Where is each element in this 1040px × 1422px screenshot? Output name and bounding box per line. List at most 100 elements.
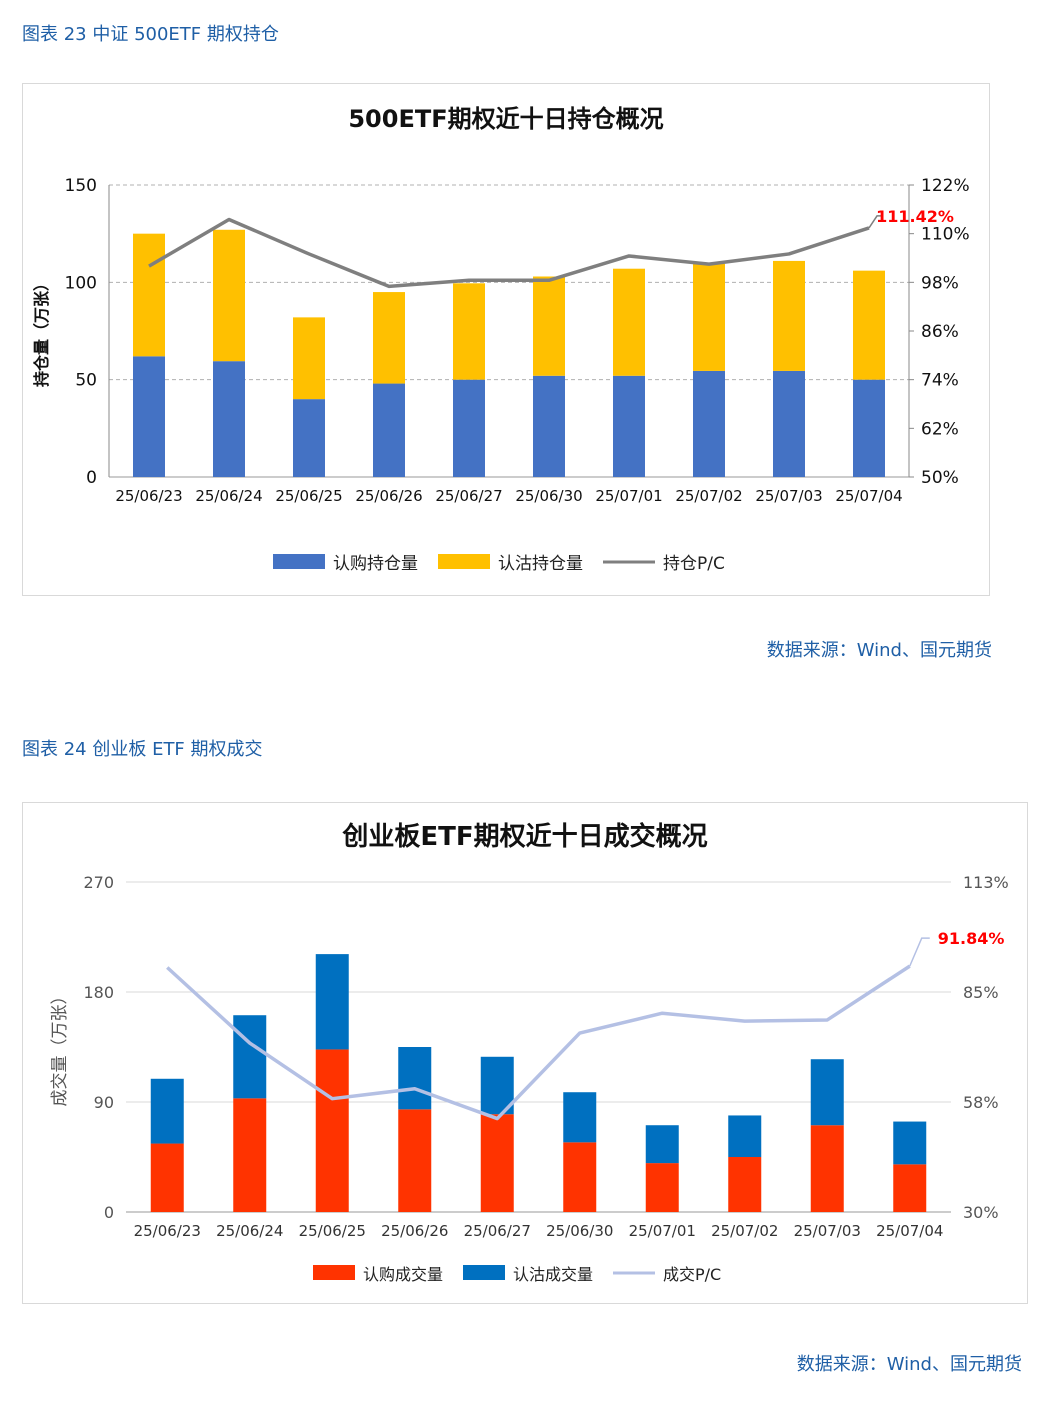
y2-tick-label: 74%	[921, 371, 959, 391]
bar-top-segment	[480, 1056, 514, 1115]
legend-label: 认沽持仓量	[498, 554, 583, 574]
y2-tick-label: 98%	[921, 273, 959, 293]
annotation-leader	[868, 215, 883, 229]
figure-caption-1: 图表 23 中证 500ETF 期权持仓	[22, 24, 279, 45]
y2-tick-label: 85%	[963, 983, 999, 1002]
x-tick-label: 25/06/25	[299, 1222, 366, 1240]
legend-label: 成交P/C	[663, 1265, 721, 1284]
y2-tick-label: 110%	[921, 225, 970, 245]
chart-1: 500ETF期权近十日持仓概况 0 50 100 150 50% 62% 74% 86% 98% 1…	[32, 105, 970, 574]
bar-top-segment	[810, 1059, 844, 1126]
y-tick-label: 270	[83, 873, 114, 892]
legend-swatch	[438, 554, 490, 569]
annotation-label: 91.84%	[938, 929, 1005, 948]
y-tick-label: 100	[65, 273, 97, 293]
bar-top-segment	[233, 1015, 267, 1099]
bar-top-segment	[315, 954, 349, 1050]
x-tick-label: 25/07/04	[876, 1222, 943, 1240]
bar-bottom-segment	[233, 1098, 267, 1212]
x-tick-label: 25/06/26	[355, 487, 422, 505]
legend-swatch	[463, 1265, 505, 1280]
y2-tick-label: 86%	[921, 322, 959, 342]
bar-bottom-segment	[293, 399, 325, 477]
bar-bottom-segment	[893, 1164, 927, 1212]
x-tick-label: 25/06/25	[275, 487, 342, 505]
y2-tick-label: 30%	[963, 1203, 999, 1222]
bar-bottom-segment	[373, 383, 405, 477]
y2-tick-label: 50%	[921, 468, 959, 488]
bar-top-segment	[693, 263, 725, 371]
y2-tick-label: 62%	[921, 419, 959, 439]
bar-bottom-segment	[773, 370, 805, 477]
chart-title: 500ETF期权近十日持仓概况	[348, 105, 663, 133]
bar-bottom-segment	[315, 1049, 349, 1212]
legend-label: 持仓P/C	[663, 554, 725, 574]
bar-bottom-segment	[563, 1142, 597, 1212]
data-source-2: 数据来源：Wind、国元期货	[796, 1354, 1022, 1375]
bar-bottom-segment	[533, 375, 565, 477]
y-tick-label: 50	[75, 371, 97, 391]
x-tick-label: 25/07/03	[794, 1222, 861, 1240]
x-tick-label: 25/07/02	[711, 1222, 778, 1240]
y-axis-title: 持仓量（万张）	[32, 275, 51, 387]
bar-top-segment	[728, 1115, 762, 1157]
bar-top-segment	[133, 233, 165, 357]
x-tick-label: 25/07/01	[595, 487, 662, 505]
bar-bottom-segment	[613, 375, 645, 477]
y-tick-label: 0	[86, 468, 97, 488]
data-source-1: 数据来源：Wind、国元期货	[766, 640, 992, 661]
bar-top-segment	[893, 1121, 927, 1165]
y2-tick-label: 122%	[921, 176, 970, 196]
bar-top-segment	[398, 1047, 432, 1110]
x-tick-label: 25/06/26	[381, 1222, 448, 1240]
x-tick-label: 25/06/24	[195, 487, 262, 505]
x-tick-label: 25/06/27	[435, 487, 502, 505]
x-tick-label: 25/06/24	[216, 1222, 283, 1240]
x-tick-label: 25/06/30	[515, 487, 582, 505]
bar-top-segment	[773, 260, 805, 371]
x-tick-label: 25/06/23	[115, 487, 182, 505]
pc-line	[166, 964, 911, 1121]
bar-bottom-segment	[810, 1125, 844, 1212]
annotation-label: 111.42%	[876, 207, 954, 226]
bar-bottom-segment	[480, 1114, 514, 1212]
bar-top-segment	[533, 276, 565, 376]
bar-top-segment	[293, 317, 325, 400]
bar-top-segment	[213, 229, 245, 362]
y-tick-label: 180	[83, 983, 114, 1002]
bar-bottom-segment	[693, 370, 725, 477]
pc-line	[148, 217, 870, 289]
bar-bottom-segment	[150, 1143, 184, 1212]
bar-bottom-segment	[398, 1109, 432, 1212]
y2-tick-label: 113%	[963, 873, 1009, 892]
bar-top-segment	[563, 1092, 597, 1143]
x-tick-label: 25/06/27	[464, 1222, 531, 1240]
bar-bottom-segment	[645, 1163, 679, 1212]
y2-tick-label: 58%	[963, 1093, 999, 1112]
x-tick-label: 25/07/03	[755, 487, 822, 505]
bar-top-segment	[613, 268, 645, 376]
bar-bottom-segment	[213, 361, 245, 477]
bar-top-segment	[150, 1078, 184, 1144]
y-axis-title: 成交量（万张）	[50, 988, 70, 1107]
legend-label: 认购持仓量	[333, 554, 418, 574]
chart-2: 创业板ETF期权近十日成交概况 0 90 180 270 30% 58% 85% 113% 成交量…	[50, 821, 1009, 1284]
bar-bottom-segment	[453, 379, 485, 477]
x-tick-label: 25/07/04	[835, 487, 902, 505]
bar-top-segment	[453, 283, 485, 380]
y-tick-label: 0	[104, 1203, 114, 1222]
bar-top-segment	[645, 1125, 679, 1164]
legend-swatch	[313, 1265, 355, 1280]
chart-panel-1: 500ETF期权近十日持仓概况 0 50 100 150 50% 62% 74% 86% 98% 1…	[22, 83, 990, 596]
bar-bottom-segment	[133, 356, 165, 477]
bar-top-segment	[373, 292, 405, 384]
x-tick-label: 25/06/23	[134, 1222, 201, 1240]
bar-top-segment	[853, 270, 885, 380]
figure-caption-2: 图表 24 创业板 ETF 期权成交	[22, 739, 263, 760]
legend-swatch	[273, 554, 325, 569]
chart-panel-2: 创业板ETF期权近十日成交概况 0 90 180 270 30% 58% 85% 113% 成交量…	[22, 802, 1028, 1304]
bar-bottom-segment	[853, 379, 885, 477]
y-tick-label: 90	[94, 1093, 114, 1112]
x-tick-label: 25/06/30	[546, 1222, 613, 1240]
legend-label: 认购成交量	[363, 1265, 443, 1284]
